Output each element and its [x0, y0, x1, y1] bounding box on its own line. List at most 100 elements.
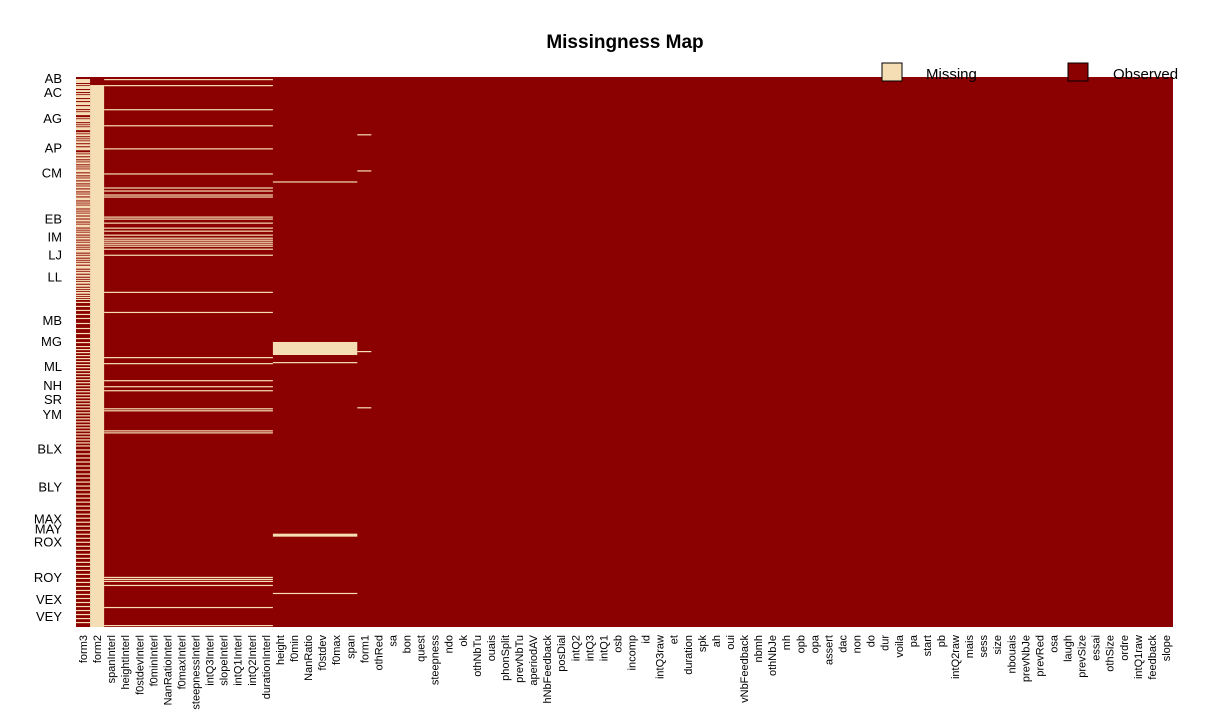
missing-cell — [76, 271, 91, 274]
missing-cell — [104, 237, 273, 239]
missing-cell — [76, 141, 91, 144]
missing-cell — [76, 294, 91, 296]
y-tick-label: AC — [44, 85, 62, 100]
x-tick-label: form2 — [92, 635, 104, 663]
missing-cell — [76, 505, 91, 507]
y-tick-label: BLY — [38, 480, 62, 495]
missing-cell — [76, 189, 91, 192]
missing-cell — [76, 102, 91, 106]
missing-cell — [76, 497, 91, 499]
missing-cell — [104, 363, 273, 365]
missing-cell — [76, 154, 91, 157]
missing-cell — [76, 125, 91, 127]
x-tick-label: ouais — [486, 635, 498, 662]
missing-cell — [76, 117, 91, 119]
missing-cell — [104, 390, 273, 392]
missing-cell — [76, 90, 91, 93]
missing-cell — [76, 557, 91, 559]
x-tick-label: steepnessInterl — [191, 635, 203, 710]
missing-cell — [76, 322, 91, 325]
missing-cell — [76, 301, 91, 304]
x-tick-label: pb — [936, 635, 948, 647]
missing-cell — [76, 228, 91, 230]
missing-cell — [104, 430, 273, 432]
missing-cell — [104, 580, 273, 583]
x-tick-label: intQ1 — [598, 635, 610, 661]
chart-title: Missingness Map — [546, 32, 703, 53]
y-tick-label: MAY — [35, 522, 63, 537]
missing-cell — [76, 573, 91, 576]
missing-cell — [76, 184, 91, 186]
missing-cell — [76, 541, 91, 543]
x-tick-label: vNbFeedback — [739, 635, 751, 703]
missing-cell — [76, 529, 91, 531]
missing-cell — [76, 289, 91, 291]
missing-cell — [76, 439, 91, 441]
missing-cell — [76, 99, 91, 102]
legend-missing-swatch — [881, 62, 903, 82]
x-tick-label: dur — [880, 635, 892, 651]
missing-cell — [76, 235, 91, 237]
missing-cell — [76, 370, 91, 372]
x-tick-label: voila — [894, 634, 906, 658]
y-tick-label: ROY — [34, 570, 63, 585]
y-tick-label: ROX — [34, 535, 63, 550]
x-tick-label: sa — [387, 634, 399, 647]
missing-cell — [76, 509, 91, 511]
x-tick-label: heightInterl — [120, 635, 132, 689]
missing-cell — [76, 265, 91, 269]
x-tick-label: mais — [964, 635, 976, 659]
missing-cell — [76, 169, 91, 173]
missing-cell — [104, 311, 273, 314]
missing-cell — [76, 274, 91, 277]
x-tick-label: posDial — [556, 635, 568, 672]
missing-cell — [76, 247, 91, 249]
missing-cell — [76, 287, 91, 289]
x-tick-label: intQ2Interl — [247, 635, 259, 686]
missing-cell — [76, 249, 91, 253]
x-tick-label: f0min — [289, 635, 301, 662]
missing-cell — [76, 291, 91, 294]
x-tick-label: prevRed — [1034, 635, 1046, 677]
missing-cell — [104, 227, 273, 229]
x-tick-label: othNbTu — [472, 635, 484, 677]
missing-cell — [272, 592, 358, 595]
x-tick-label: quest — [416, 635, 428, 662]
y-tick-label: EB — [45, 212, 62, 227]
missing-cell — [76, 477, 91, 479]
x-tick-label: NanRatio — [303, 635, 315, 681]
observed-background — [76, 77, 1173, 627]
legend-observed-swatch — [1067, 62, 1089, 82]
y-tick-label: AP — [45, 140, 62, 155]
missing-cell — [76, 385, 91, 387]
y-tick-label: AG — [43, 111, 62, 126]
legend-missing-label: Missing — [926, 66, 977, 83]
missing-cell — [76, 309, 91, 312]
missing-cell — [76, 501, 91, 503]
missing-cell — [76, 298, 91, 301]
missing-cell — [76, 327, 91, 330]
legend-observed-label: Observed — [1113, 66, 1178, 83]
missing-cell — [104, 196, 273, 198]
missing-cell — [104, 576, 273, 579]
x-tick-label: slopeInterl — [219, 635, 231, 686]
missing-cell — [76, 205, 91, 209]
x-tick-label: osa — [1049, 634, 1061, 653]
missing-cell — [76, 167, 91, 169]
missing-cell — [76, 123, 91, 125]
missing-cell — [104, 578, 273, 581]
missing-cell — [76, 569, 91, 571]
missing-cell — [76, 376, 91, 378]
x-tick-label: form3 — [78, 635, 90, 663]
missing-cell — [104, 109, 273, 111]
missing-cell — [76, 382, 91, 384]
missing-cell — [76, 160, 91, 162]
missing-cell — [76, 134, 91, 137]
x-tick-label: steepness — [430, 635, 442, 686]
x-tick-label: opb — [795, 635, 807, 653]
y-tick-label: BLX — [37, 441, 62, 456]
missing-cell — [76, 237, 91, 240]
missing-cell — [76, 406, 91, 408]
x-tick-label: aperiodAV — [528, 634, 540, 685]
missing-cell — [76, 242, 91, 245]
